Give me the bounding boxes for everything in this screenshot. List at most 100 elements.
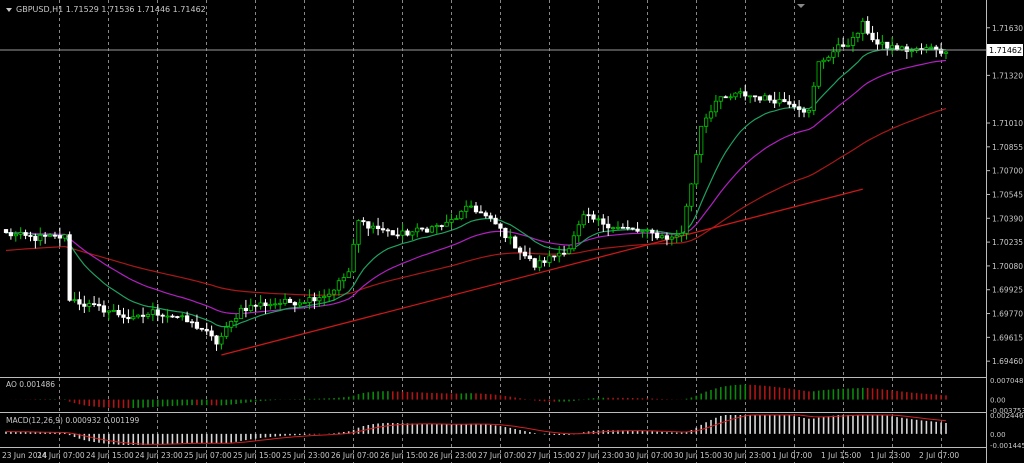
- candle-bull: [229, 320, 234, 328]
- candle-bull: [444, 221, 449, 227]
- macd-pane[interactable]: MACD(12,26,9) 0.000932 0.001199 0.002446…: [5, 412, 1024, 450]
- ao-pane[interactable]: AO 0.001486 0.007048 0.00 -0.003753: [6, 377, 1024, 415]
- candle-bear: [3, 229, 9, 233]
- time-label: 2 Jul 07:00: [919, 451, 959, 460]
- candle-bull: [576, 224, 581, 237]
- candles: [3, 16, 949, 351]
- candle-bull: [733, 92, 738, 98]
- time-label: 30 Jun 15:00: [674, 451, 722, 460]
- candle-bull: [346, 271, 351, 278]
- time-label: 1 Jul 15:00: [821, 451, 861, 460]
- candle-bear: [204, 328, 209, 332]
- candle-bear: [938, 48, 944, 54]
- candle-bear: [395, 234, 400, 237]
- time-label: 24 Jun 15:00: [86, 451, 134, 460]
- candle-bull: [909, 50, 914, 53]
- candle-bear: [375, 225, 381, 230]
- price-axis[interactable]: 1.71630 1.71320 1.71010 1.70855 1.70700 1.705…: [986, 24, 1023, 366]
- chart-shift-marker[interactable]: [797, 4, 805, 8]
- candle-bear: [664, 235, 670, 240]
- candle-bull: [400, 230, 405, 236]
- candle-bull: [410, 231, 415, 236]
- candle-bear: [126, 316, 131, 320]
- candle-bear: [904, 46, 909, 52]
- candle-bull: [537, 260, 542, 268]
- candle-bull: [571, 235, 577, 250]
- candle-bear: [420, 227, 425, 230]
- candle-bear: [650, 229, 655, 234]
- price-pane[interactable]: GBPUSD,H1 1.71529 1.71536 1.71446 1.7146…: [0, 0, 986, 463]
- candle-bull: [145, 314, 151, 317]
- candle-bull: [708, 111, 714, 119]
- main-grid: [59, 0, 942, 463]
- candle-bull: [557, 252, 562, 257]
- candle-bear: [361, 220, 366, 223]
- candle-bull: [806, 109, 812, 113]
- candle-bull: [165, 315, 170, 318]
- candle-bear: [33, 235, 38, 241]
- macd-tick-label: 0.002446: [990, 412, 1024, 420]
- candle-bear: [140, 314, 146, 317]
- candle-bull: [826, 56, 831, 61]
- candle-bull: [669, 236, 674, 240]
- candle-bear: [894, 45, 900, 50]
- candle-bear: [635, 228, 640, 232]
- candle-bull: [610, 227, 616, 230]
- candle-bear: [841, 44, 846, 47]
- candle-bull: [106, 310, 111, 313]
- time-label: 1 Jul 23:00: [870, 451, 910, 460]
- candle-bear: [552, 255, 557, 258]
- candle-bear: [57, 235, 62, 239]
- candle-bull: [596, 218, 601, 221]
- candle-bear: [498, 223, 503, 229]
- candle-bull: [738, 91, 743, 94]
- time-label: 25 Jun 07:00: [184, 451, 232, 460]
- candle-bear: [919, 48, 924, 51]
- candle-bear: [189, 321, 195, 324]
- candle-bear: [121, 314, 126, 318]
- candle-bull: [150, 309, 155, 315]
- candle-bull: [268, 303, 273, 307]
- candle-bull: [454, 218, 459, 220]
- candle-bear: [8, 232, 14, 237]
- candle-bear: [655, 232, 660, 239]
- trend-line[interactable]: [221, 188, 863, 356]
- candle-bull: [278, 302, 283, 305]
- candle-bear: [194, 321, 200, 329]
- candle-bear: [175, 316, 180, 318]
- candle-bear: [757, 96, 763, 101]
- current-price-label: 1.71462: [989, 46, 1022, 55]
- candle-bull: [136, 314, 141, 318]
- price-tick-label: 1.70390: [992, 214, 1023, 223]
- candle-bear: [390, 230, 395, 236]
- candle-bear: [52, 234, 58, 237]
- candle-bull: [890, 45, 895, 49]
- candle-bull: [258, 302, 263, 307]
- symbol-dropdown-icon[interactable]: [6, 8, 12, 12]
- candle-bear: [752, 95, 758, 98]
- candle-bear: [591, 214, 596, 220]
- ao-tick-label: -0.003753: [990, 407, 1024, 415]
- candle-bull: [47, 234, 53, 237]
- candle-bear: [801, 109, 807, 113]
- candle-bear: [885, 41, 890, 49]
- candle-bull: [674, 235, 679, 238]
- candle-bear: [263, 302, 268, 307]
- candle-bull: [233, 318, 239, 322]
- candle-bull: [880, 41, 885, 45]
- candle-bull: [322, 295, 327, 299]
- time-label: 27 Jun 07:00: [478, 451, 526, 460]
- candle-bear: [209, 330, 214, 337]
- candle-bull: [943, 51, 949, 54]
- candle-bull: [434, 225, 439, 228]
- price-tick-label: 1.69460: [992, 357, 1023, 366]
- candle-bear: [723, 96, 728, 99]
- candle-bull: [640, 230, 645, 233]
- candle-bear: [562, 252, 567, 255]
- candle-bear: [405, 230, 410, 236]
- candle-bull: [459, 210, 464, 219]
- time-label: 24 Jun 23:00: [135, 451, 183, 460]
- candle-bull: [297, 302, 302, 306]
